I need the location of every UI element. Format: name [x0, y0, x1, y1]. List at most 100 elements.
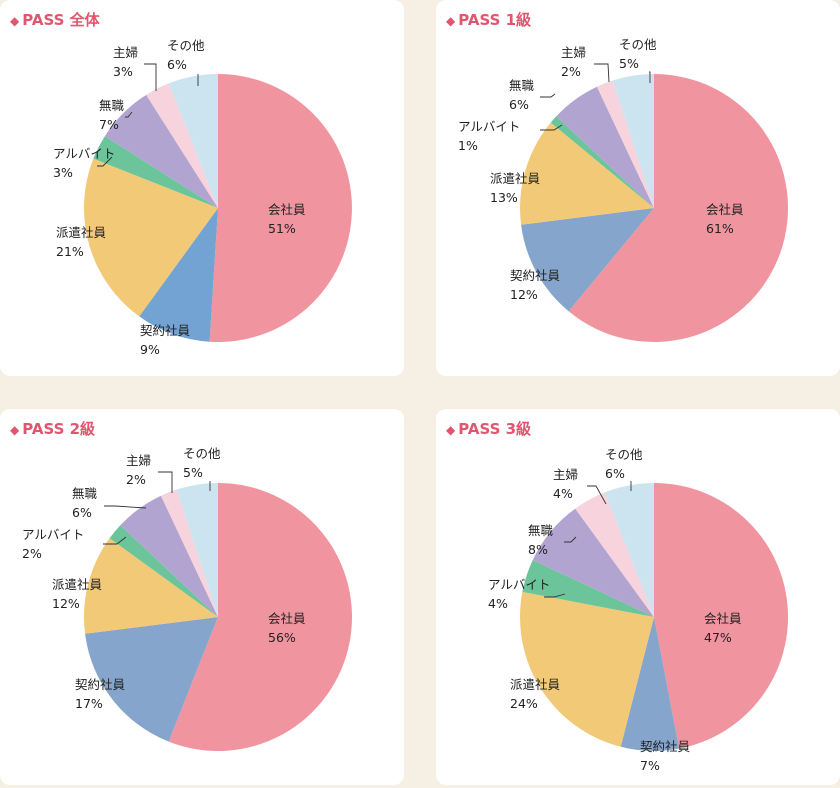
slice-value-arubaito: 4% — [488, 596, 508, 611]
slice-label-haken-shain: 派遣社員 — [52, 577, 103, 592]
leader-line-mushoku — [104, 505, 147, 509]
pie-slice-mushoku — [104, 94, 218, 208]
slice-label-kaishain: 会社員 — [268, 202, 306, 217]
slice-value-mushoku: 6% — [509, 97, 529, 112]
slice-value-sonota: 5% — [183, 465, 203, 480]
pie-slice-sonota — [168, 74, 218, 208]
pie-slice-mushoku — [556, 86, 654, 208]
slice-label-arubaito: アルバイト — [53, 146, 115, 161]
chart-title: ◆ PASS 全体 — [10, 9, 100, 30]
pie-slice-shufu — [160, 489, 218, 617]
slice-value-mushoku: 6% — [72, 505, 92, 520]
slice-value-arubaito: 2% — [22, 546, 42, 561]
leader-line-mushoku — [125, 111, 133, 118]
slice-value-arubaito: 1% — [458, 138, 478, 153]
slice-label-haken-shain: 派遣社員 — [490, 171, 541, 186]
slice-label-keiyaku-shain: 契約社員 — [140, 323, 191, 338]
leader-line-arubaito — [540, 124, 563, 131]
diamond-icon: ◆ — [446, 14, 456, 28]
pie-slice-haken-shain — [83, 158, 219, 317]
chart-title-text: PASS 全体 — [22, 11, 100, 29]
chart-title: ◆ PASS 3級 — [446, 418, 531, 439]
slice-value-kaishain: 51% — [268, 221, 296, 236]
pie-chart-grade-1: 会社員 61% 契約社員 12% 派遣社員 13% アルバイト 1% 無職 6% 主婦 2% その他 5% — [458, 37, 789, 343]
leader-line-sonota — [649, 71, 651, 83]
slice-label-shufu: 主婦 — [561, 45, 586, 60]
slice-value-haken-shain: 24% — [510, 696, 538, 711]
leader-line-shufu — [594, 63, 610, 83]
slice-label-mushoku: 無職 — [72, 486, 98, 501]
slice-value-kaishain: 61% — [706, 221, 734, 236]
slice-label-mushoku: 無職 — [99, 98, 125, 113]
slice-label-mushoku: 無職 — [509, 78, 535, 93]
slice-label-shufu: 主婦 — [113, 45, 138, 60]
pie-panel-all: ◆ PASS 全体 会社員 51% 契約社員 9% 派遣社員 21% アルバイト 3% 無職 7% 主… — [0, 0, 404, 376]
slice-value-kaishain: 47% — [704, 630, 732, 645]
pie-slice-mushoku — [120, 495, 218, 617]
leader-line-mushoku — [540, 93, 556, 98]
pie-slice-haken-shain — [84, 538, 218, 634]
slice-label-haken-shain: 派遣社員 — [56, 225, 107, 240]
slice-value-haken-shain: 12% — [52, 596, 80, 611]
pie-slice-arubaito — [109, 525, 218, 617]
slice-label-mushoku: 無職 — [528, 523, 554, 538]
slice-label-sonota: その他 — [183, 446, 221, 461]
slice-label-kaishain: 会社員 — [706, 202, 744, 217]
slice-label-arubaito: アルバイト — [22, 527, 84, 542]
slice-label-shufu: 主婦 — [553, 467, 578, 482]
slice-label-sonota: その他 — [619, 37, 657, 52]
diamond-icon: ◆ — [10, 423, 20, 437]
leader-line-arubaito — [103, 536, 127, 545]
slice-value-keiyaku-shain: 12% — [510, 287, 538, 302]
pie-slice-arubaito — [550, 116, 654, 208]
slice-value-sonota: 6% — [605, 466, 625, 481]
leader-line-shufu — [587, 485, 607, 505]
pie-slice-haken-shain — [519, 591, 654, 747]
pie-slice-kaishain — [209, 74, 352, 342]
pie-slice-arubaito — [93, 136, 218, 208]
pie-slice-keiyaku-shain — [85, 617, 218, 742]
slice-value-shufu: 2% — [561, 64, 581, 79]
slice-value-sonota: 6% — [167, 57, 187, 72]
pie-chart-all: 会社員 51% 契約社員 9% 派遣社員 21% アルバイト 3% 無職 7% 主婦 3% その他 6% — [53, 38, 352, 357]
diamond-icon: ◆ — [10, 14, 20, 28]
slice-label-keiyaku-shain: 契約社員 — [640, 739, 691, 754]
slice-value-arubaito: 3% — [53, 165, 73, 180]
pie-slice-keiyaku-shain — [521, 208, 654, 312]
pie-slice-keiyaku-shain — [139, 208, 218, 342]
pie-panel-grade-2: ◆ PASS 2級 会社員 56% 契約社員 17% 派遣社員 12% アルバイト 2% 無職 6%… — [0, 409, 404, 785]
pie-slice-haken-shain — [520, 122, 654, 225]
pie-slice-mushoku — [532, 508, 654, 617]
pie-slice-shufu — [146, 83, 218, 208]
pie-chart-grade-2: 会社員 56% 契約社員 17% 派遣社員 12% アルバイト 2% 無職 6% 主婦 2% その他 5% — [22, 446, 352, 751]
pie-slice-sonota — [612, 74, 654, 208]
chart-title: ◆ PASS 2級 — [10, 418, 95, 439]
slice-value-haken-shain: 21% — [56, 244, 84, 259]
slice-value-haken-shain: 13% — [490, 190, 518, 205]
slice-label-shufu: 主婦 — [126, 453, 151, 468]
pie-slice-kaishain — [654, 483, 789, 749]
slice-value-shufu: 2% — [126, 472, 146, 487]
leader-line-mushoku — [564, 536, 577, 543]
pie-slice-shufu — [596, 80, 654, 208]
slice-value-keiyaku-shain: 7% — [640, 758, 660, 773]
leader-line-shufu — [144, 63, 157, 91]
slice-label-sonota: その他 — [167, 38, 205, 53]
pie-slice-keiyaku-shain — [620, 617, 680, 752]
pie-slice-arubaito — [522, 559, 654, 617]
slice-label-haken-shain: 派遣社員 — [510, 677, 561, 692]
slice-value-sonota: 5% — [619, 56, 639, 71]
pie-slice-kaishain — [168, 483, 352, 751]
slice-value-keiyaku-shain: 9% — [140, 342, 160, 357]
slice-value-mushoku: 8% — [528, 542, 548, 557]
chart-title-text: PASS 1級 — [458, 11, 532, 29]
slice-label-kaishain: 会社員 — [704, 611, 742, 626]
chart-title: ◆ PASS 1級 — [446, 9, 531, 30]
pie-panel-grade-3: ◆ PASS 3級 会社員 47% 契約社員 7% 派遣社員 24% アルバイト 4% 無職 8% 主… — [436, 409, 840, 785]
leader-line-arubaito — [544, 593, 566, 598]
pie-chart-grade-3: 会社員 47% 契約社員 7% 派遣社員 24% アルバイト 4% 無職 8% 主婦 4% その他 6% — [488, 447, 789, 773]
slice-value-shufu: 4% — [553, 486, 573, 501]
leader-line-arubaito — [97, 156, 113, 167]
diamond-icon: ◆ — [446, 423, 456, 437]
slice-label-sonota: その他 — [605, 447, 643, 462]
